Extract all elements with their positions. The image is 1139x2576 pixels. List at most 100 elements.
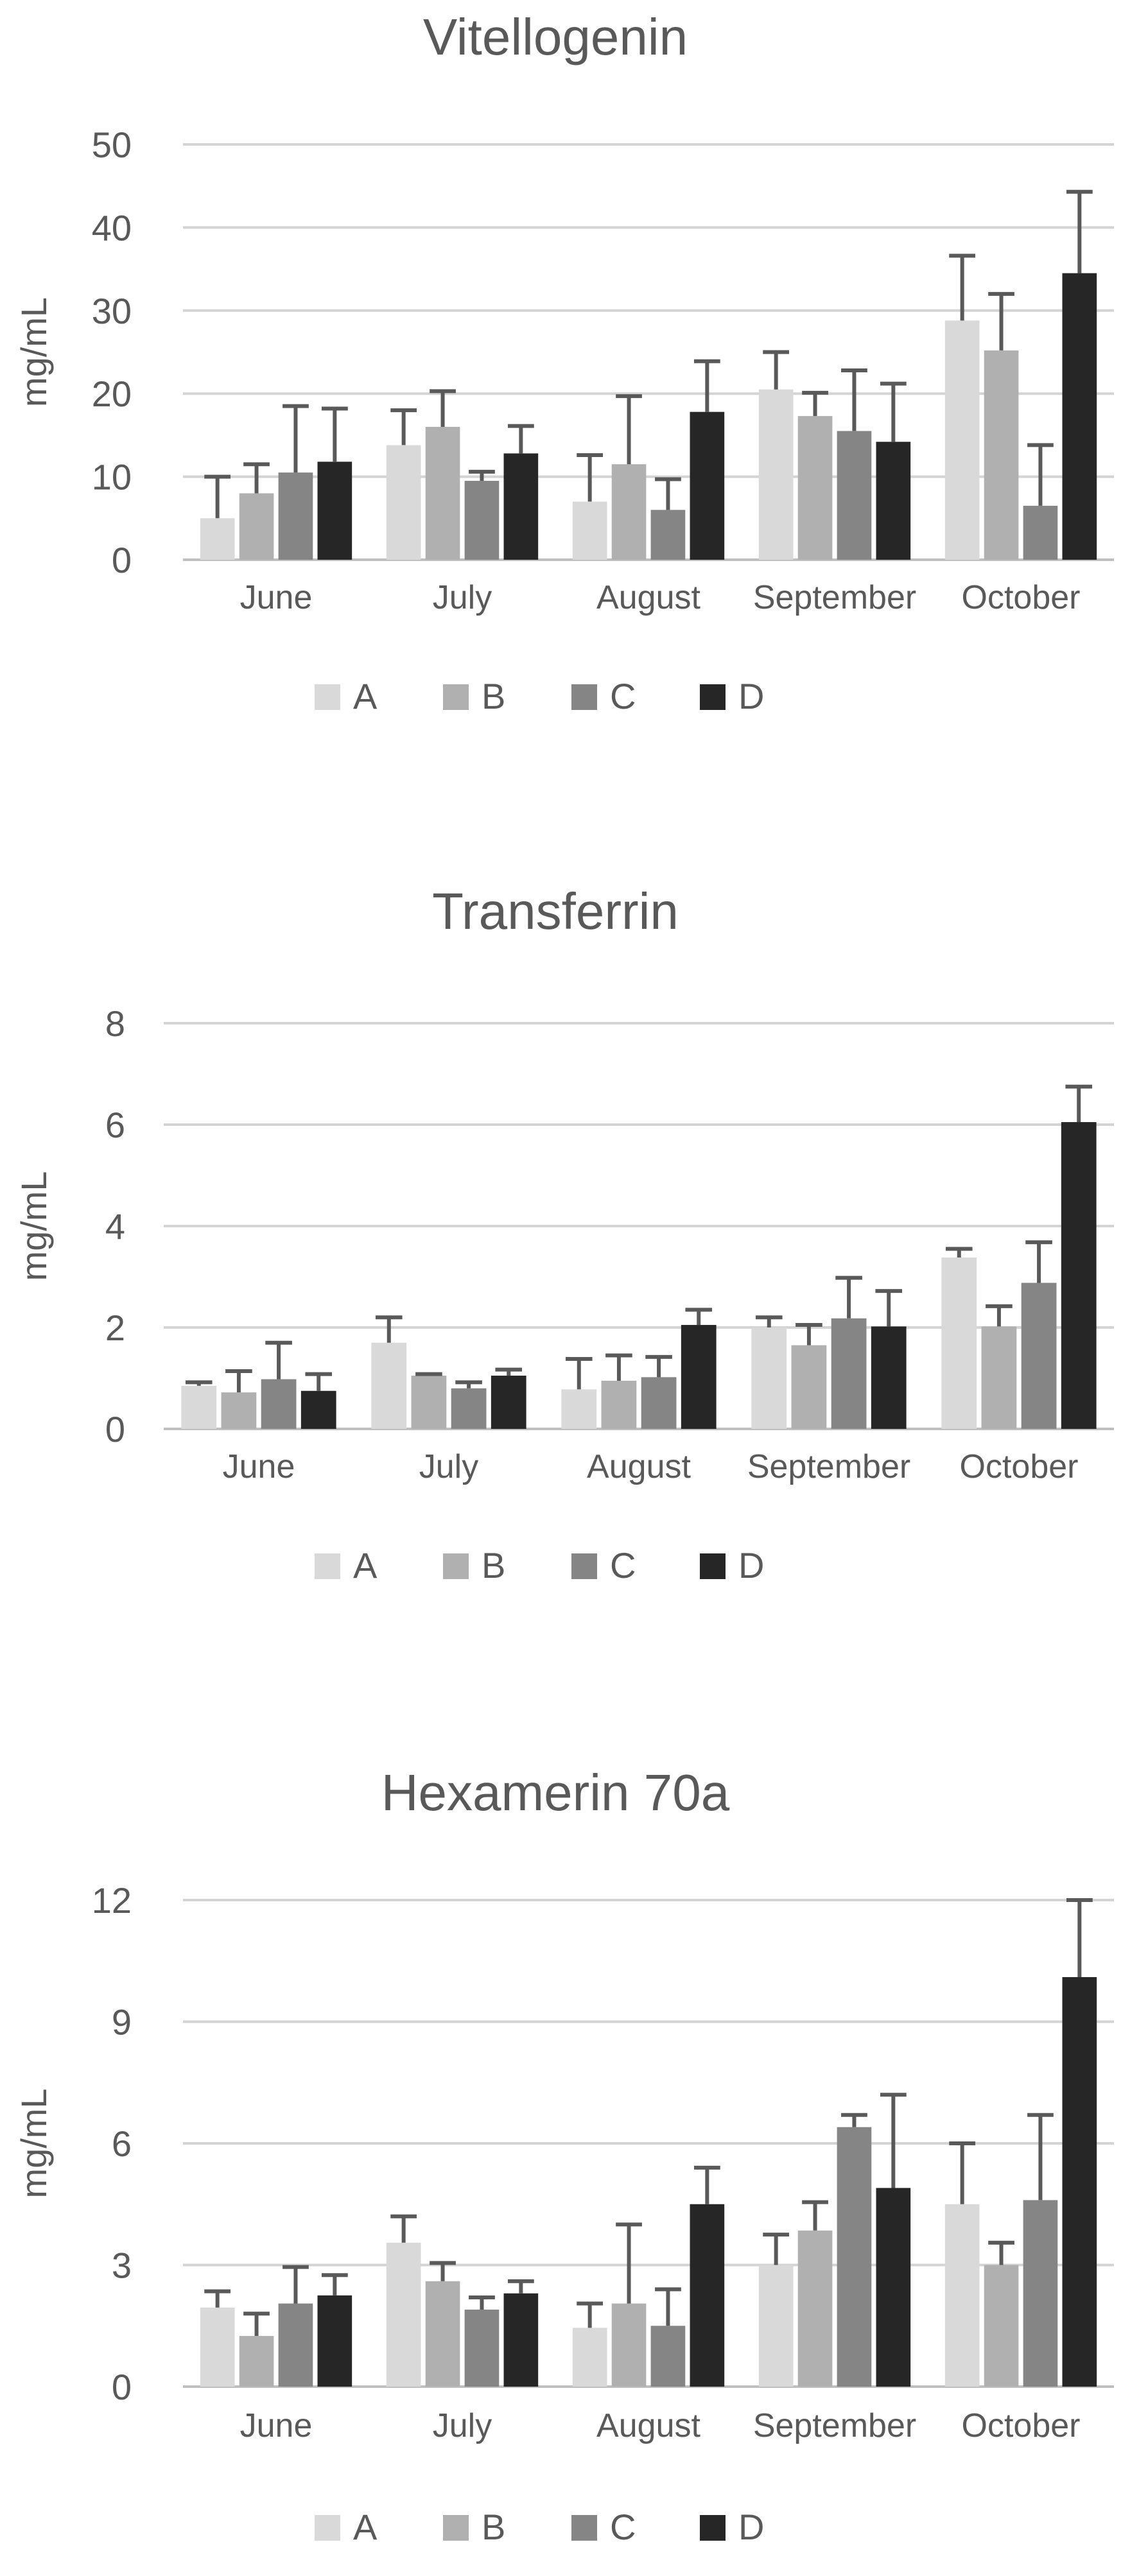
bar-a-october <box>944 2204 980 2387</box>
y-tick-label: 30 <box>92 291 132 331</box>
bar-d-september <box>876 2188 911 2387</box>
legend-swatch <box>315 684 340 710</box>
bar-b-july <box>425 2281 460 2387</box>
bar-a-october <box>944 320 980 560</box>
bar-c-september <box>831 1318 867 1429</box>
y-tick-label: 12 <box>92 1880 132 1921</box>
bar-a-july <box>386 2242 421 2387</box>
bar-a-august <box>572 501 607 560</box>
bar-d-june <box>317 462 352 560</box>
x-tick-label: October <box>962 2407 1081 2444</box>
y-axis-label: mg/mL <box>13 1171 54 1281</box>
bar-b-july <box>411 1376 447 1429</box>
y-tick-label: 20 <box>92 374 132 414</box>
legend-label: A <box>353 676 378 716</box>
y-axis-label: mg/mL <box>13 2088 54 2198</box>
bar-b-september <box>797 2230 833 2387</box>
chart-title: Transferrin <box>432 883 679 940</box>
x-tick-label: August <box>596 579 700 616</box>
bar-b-june <box>239 2336 274 2387</box>
y-tick-label: 0 <box>112 540 132 580</box>
y-tick-label: 4 <box>105 1206 125 1247</box>
bar-a-june <box>200 2307 235 2387</box>
y-tick-label: 0 <box>112 2367 132 2407</box>
bar-a-september <box>751 1327 787 1429</box>
y-tick-label: 3 <box>112 2245 132 2286</box>
legend-label: D <box>738 676 764 716</box>
bar-b-october <box>984 350 1019 560</box>
y-tick-label: 10 <box>92 457 132 497</box>
y-axis-label: mg/mL <box>13 297 54 407</box>
bar-b-july <box>425 426 460 560</box>
legend-swatch <box>443 2515 469 2541</box>
y-tick-label: 6 <box>105 1105 125 1145</box>
legend-swatch <box>700 2515 726 2541</box>
bar-d-june <box>317 2295 352 2387</box>
legend-swatch <box>443 1553 469 1579</box>
bar-d-october <box>1061 1122 1097 1429</box>
bar-c-july <box>451 1388 487 1429</box>
legend-label: A <box>353 2507 378 2547</box>
bar-c-june <box>261 1379 297 1429</box>
x-tick-label: June <box>223 1448 295 1485</box>
bar-a-july <box>371 1342 407 1429</box>
bar-d-october <box>1062 273 1097 560</box>
bar-a-october <box>941 1257 977 1429</box>
bar-c-august <box>650 510 686 560</box>
x-tick-label: June <box>240 2407 313 2444</box>
legend-label: B <box>482 676 505 716</box>
y-tick-label: 8 <box>105 1003 125 1044</box>
bar-d-september <box>876 442 911 560</box>
bar-b-august <box>611 2303 647 2387</box>
bar-d-july <box>503 453 539 560</box>
bar-d-september <box>871 1326 907 1429</box>
bar-b-october <box>984 2265 1019 2387</box>
legend-swatch <box>700 684 726 710</box>
bar-b-august <box>611 464 647 560</box>
y-tick-label: 50 <box>92 125 132 165</box>
bar-d-august <box>690 2204 725 2387</box>
bar-a-august <box>572 2328 607 2387</box>
bar-a-august <box>561 1389 597 1429</box>
legend-label: B <box>482 2507 505 2547</box>
bar-c-september <box>837 431 872 560</box>
legend-swatch <box>315 2515 340 2541</box>
chart-title: Hexamerin 70a <box>381 1764 730 1821</box>
bar-a-june <box>200 518 235 560</box>
bar-c-august <box>641 1377 677 1429</box>
legend-label: D <box>738 2507 764 2547</box>
legend-label: C <box>610 1545 636 1586</box>
bar-b-september <box>791 1345 827 1429</box>
x-tick-label: September <box>753 2407 916 2444</box>
y-tick-label: 9 <box>112 2002 132 2043</box>
legend-swatch <box>571 2515 597 2541</box>
x-tick-label: July <box>419 1448 478 1485</box>
bar-d-july <box>503 2293 539 2387</box>
legend-label: D <box>738 1545 764 1586</box>
bar-d-july <box>491 1376 526 1429</box>
bar-d-august <box>681 1325 717 1429</box>
bar-c-august <box>650 2326 686 2387</box>
bar-c-september <box>837 2127 872 2387</box>
bar-c-july <box>464 481 500 560</box>
x-tick-label: August <box>596 2407 700 2444</box>
bar-b-september <box>797 416 833 560</box>
bar-d-october <box>1062 1977 1097 2387</box>
bar-c-october <box>1023 505 1058 560</box>
bar-a-september <box>758 2265 794 2387</box>
x-tick-label: September <box>753 579 916 616</box>
bar-a-september <box>758 389 794 560</box>
x-tick-label: September <box>747 1448 910 1485</box>
bar-c-june <box>278 2303 313 2387</box>
x-tick-label: July <box>433 579 492 616</box>
bar-c-october <box>1023 2200 1058 2387</box>
x-tick-label: August <box>587 1448 691 1485</box>
y-tick-label: 6 <box>112 2123 132 2164</box>
legend-swatch <box>700 1553 726 1579</box>
y-tick-label: 0 <box>105 1409 125 1449</box>
y-tick-label: 40 <box>92 207 132 248</box>
bar-a-july <box>386 445 421 560</box>
bar-c-july <box>464 2309 500 2387</box>
